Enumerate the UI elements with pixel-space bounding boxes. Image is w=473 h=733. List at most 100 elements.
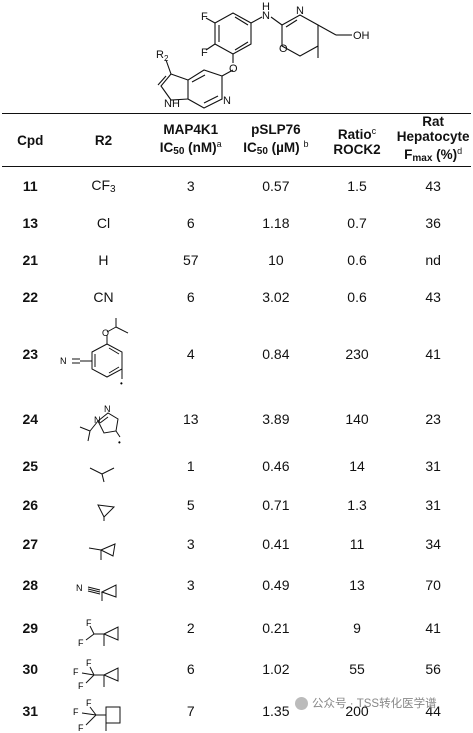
header-rat-hepatocyte: Rat Hepatocyte Fmax (%)d bbox=[395, 113, 471, 167]
cpd-cell: 30 bbox=[22, 660, 39, 677]
ratio-rock2-cell: 0.7 bbox=[347, 215, 367, 231]
svg-text:F: F bbox=[86, 618, 92, 628]
map4k1-ic50-cell: 13 bbox=[182, 411, 199, 427]
ratio-rock2-cell: 55 bbox=[349, 660, 365, 677]
table-row: 29 FF • 2 0.21 9 41 bbox=[2, 607, 471, 649]
map4k1-ic50-cell: 4 bbox=[186, 345, 195, 362]
map4k1-ic50-cell: 2 bbox=[186, 619, 195, 636]
table-row: 23 O N • 4 0.84 230 41 bbox=[2, 316, 471, 392]
pslp76-ic50-cell: 0.46 bbox=[262, 458, 290, 474]
r2-cell: N• bbox=[58, 564, 148, 607]
svg-text:•: • bbox=[100, 600, 103, 603]
scaffold-label-o2: O bbox=[229, 63, 238, 75]
table-row: 25 • 1 0.46 14 31 bbox=[2, 447, 471, 486]
rat-fmax-cell: 44 bbox=[425, 702, 441, 719]
table-row: 21 H 57 10 0.6 nd bbox=[2, 242, 471, 279]
cpd-cell: 21 bbox=[22, 252, 39, 268]
cpd-cell: 28 bbox=[22, 577, 39, 593]
r2-structure: • bbox=[97, 504, 116, 523]
scaffold-label-f1: F bbox=[201, 11, 208, 23]
scaffold-label-nh: NH bbox=[164, 98, 180, 110]
r2-structure: • bbox=[89, 543, 117, 562]
r2-structure: FF • bbox=[78, 618, 119, 648]
r2-cell: H bbox=[98, 252, 109, 268]
ratio-rock2-cell: 0.6 bbox=[347, 289, 367, 305]
pslp76-ic50-cell: 0.71 bbox=[262, 497, 290, 513]
rat-fmax-cell: 56 bbox=[425, 660, 441, 677]
ratio-rock2-cell: 140 bbox=[345, 411, 369, 427]
scaffold-label-f2: F bbox=[201, 47, 208, 59]
r2-cell: • bbox=[58, 525, 148, 564]
pslp76-ic50-cell: 0.41 bbox=[262, 536, 290, 552]
rat-fmax-cell: 23 bbox=[425, 411, 441, 427]
scaffold-label-oh: OH bbox=[353, 30, 370, 42]
r2-structure: O N • bbox=[60, 317, 129, 388]
rat-fmax-cell: 70 bbox=[425, 577, 441, 593]
header-pslp76: pSLP76 IC50 (µM) b bbox=[232, 113, 319, 167]
rat-fmax-cell: 31 bbox=[425, 458, 441, 474]
header-map4k1: MAP4K1 IC50 (nM)a bbox=[148, 113, 233, 167]
svg-text:F: F bbox=[78, 638, 84, 648]
pslp76-ic50-cell: 3.89 bbox=[262, 411, 290, 427]
rat-fmax-cell: 31 bbox=[425, 497, 441, 513]
r2-cell: CF3 bbox=[91, 176, 116, 195]
r2-cell: • bbox=[58, 486, 148, 525]
svg-text:F: F bbox=[73, 667, 79, 677]
cpd-cell: 31 bbox=[22, 702, 39, 719]
map4k1-ic50-cell: 57 bbox=[182, 252, 199, 268]
scaffold-label-n2: N bbox=[296, 5, 304, 17]
rat-fmax-cell: 43 bbox=[425, 289, 441, 305]
pslp76-ic50-cell: 10 bbox=[268, 252, 284, 268]
svg-text:•: • bbox=[102, 481, 105, 484]
svg-text:•: • bbox=[102, 645, 105, 648]
sar-table: Cpd R2 MAP4K1 IC50 (nM)a pSLP76 IC50 (µM… bbox=[2, 113, 471, 733]
svg-text:F: F bbox=[78, 723, 84, 733]
ratio-rock2-cell: 230 bbox=[345, 345, 369, 362]
cpd-cell: 13 bbox=[22, 215, 39, 231]
svg-text:N: N bbox=[76, 583, 83, 593]
cpd-cell: 29 bbox=[22, 619, 39, 636]
svg-text:•: • bbox=[102, 686, 105, 689]
svg-text:•: • bbox=[99, 559, 102, 562]
r2-cell: FFF• bbox=[58, 649, 148, 689]
table-row: 11 CF3 3 0.57 1.5 43 bbox=[2, 167, 471, 205]
map4k1-ic50-cell: 6 bbox=[186, 660, 195, 677]
header-r2: R2 bbox=[58, 113, 149, 167]
svg-text:F: F bbox=[78, 681, 84, 689]
map4k1-ic50-cell: 1 bbox=[186, 458, 195, 474]
wechat-icon bbox=[295, 696, 308, 710]
r2-structure: NN • bbox=[80, 404, 121, 445]
map4k1-ic50-cell: 6 bbox=[186, 289, 195, 305]
pslp76-ic50-cell: 1.02 bbox=[262, 660, 290, 677]
svg-text:N: N bbox=[104, 404, 111, 414]
scaffold-label-h: H bbox=[262, 1, 270, 13]
scaffold-structure: F F N H N O OH O N NH R2 bbox=[156, 1, 370, 110]
rat-fmax-cell: 34 bbox=[425, 536, 441, 552]
rat-fmax-cell: nd bbox=[425, 252, 441, 268]
pslp76-ic50-cell: 0.21 bbox=[262, 619, 290, 636]
ratio-rock2-cell: 0.6 bbox=[347, 252, 367, 268]
map4k1-ic50-cell: 3 bbox=[186, 536, 195, 552]
pslp76-ic50-cell: 0.49 bbox=[262, 577, 290, 593]
svg-text:F: F bbox=[86, 658, 92, 668]
header-ratio: Ratioc ROCK2 bbox=[318, 113, 396, 167]
r2-cell: FFF• bbox=[58, 689, 148, 733]
r2-structure: FFF• bbox=[73, 658, 119, 689]
ratio-rock2-cell: 11 bbox=[349, 536, 365, 552]
cpd-cell: 25 bbox=[22, 458, 39, 474]
pslp76-ic50-cell: 1.18 bbox=[262, 215, 290, 231]
table-row: 13 Cl 6 1.18 0.7 36 bbox=[2, 205, 471, 242]
scaffold-label-n: N bbox=[262, 10, 270, 22]
map4k1-ic50-cell: 3 bbox=[186, 577, 195, 593]
rat-fmax-cell: 41 bbox=[425, 345, 441, 362]
svg-text:O: O bbox=[102, 328, 109, 338]
svg-text:N: N bbox=[94, 415, 101, 425]
cpd-cell: 27 bbox=[22, 536, 39, 552]
r2-structure: • bbox=[90, 467, 115, 484]
table-row: 27 • 3 0.41 11 34 bbox=[2, 525, 471, 564]
scaffold-label-o1: O bbox=[279, 43, 288, 55]
cpd-cell: 24 bbox=[22, 411, 39, 427]
svg-text:•: • bbox=[120, 379, 123, 388]
